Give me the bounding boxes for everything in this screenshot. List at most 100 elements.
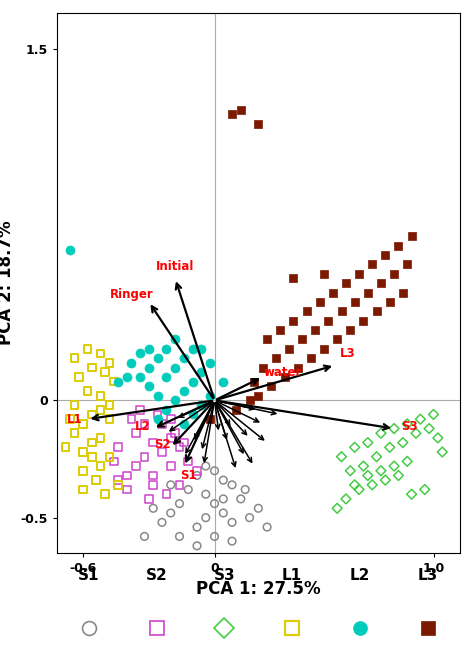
Point xyxy=(219,494,227,505)
Text: L3: L3 xyxy=(418,568,438,583)
Point xyxy=(228,480,236,490)
Point xyxy=(438,447,446,458)
Point xyxy=(79,466,87,476)
Point xyxy=(114,442,122,453)
Point xyxy=(171,428,179,439)
Point xyxy=(360,461,367,472)
Point xyxy=(171,334,179,345)
Point xyxy=(137,405,144,415)
Point xyxy=(303,306,310,317)
Point xyxy=(421,484,428,495)
Point xyxy=(97,433,104,444)
Point xyxy=(276,325,284,336)
Point xyxy=(88,362,96,373)
Point xyxy=(390,461,398,472)
Point xyxy=(320,269,328,279)
Point xyxy=(198,367,205,378)
Point xyxy=(255,119,262,129)
Point xyxy=(88,438,96,448)
Point xyxy=(263,522,271,533)
Point xyxy=(355,484,363,495)
Point xyxy=(180,386,188,397)
Point xyxy=(390,423,398,434)
Point xyxy=(364,287,372,298)
Point xyxy=(176,498,183,509)
Text: S2: S2 xyxy=(146,568,168,583)
Point xyxy=(193,470,201,481)
Point xyxy=(137,348,144,359)
Point xyxy=(382,475,389,486)
Point xyxy=(149,438,157,448)
Text: L2: L2 xyxy=(135,419,150,433)
Point xyxy=(364,438,372,448)
Point xyxy=(228,517,236,528)
Point xyxy=(167,414,174,425)
Point xyxy=(180,438,188,448)
Text: S3: S3 xyxy=(214,568,235,583)
Point xyxy=(154,414,161,425)
Point xyxy=(141,419,148,429)
Point xyxy=(307,353,315,364)
Point xyxy=(145,362,153,373)
Text: Initial: Initial xyxy=(156,260,194,273)
Point xyxy=(255,391,262,401)
Point xyxy=(351,442,358,453)
Point xyxy=(145,494,153,505)
Point xyxy=(233,405,240,415)
Point xyxy=(198,400,205,411)
Text: L2: L2 xyxy=(350,568,370,583)
Point xyxy=(189,409,196,420)
Point xyxy=(333,334,341,345)
Point xyxy=(219,508,227,519)
Point xyxy=(364,470,372,481)
Point xyxy=(167,433,174,444)
Point xyxy=(417,414,424,425)
Point xyxy=(101,367,109,378)
Point xyxy=(79,484,87,495)
Point xyxy=(368,480,376,490)
Point xyxy=(128,358,135,369)
Point xyxy=(373,306,380,317)
Point xyxy=(311,325,319,336)
Point xyxy=(180,419,188,429)
Point xyxy=(377,428,385,439)
Point xyxy=(171,362,179,373)
Point xyxy=(320,344,328,354)
Point xyxy=(408,489,415,500)
Point xyxy=(141,452,148,462)
Point xyxy=(346,466,354,476)
Point xyxy=(97,391,104,401)
Point xyxy=(255,503,262,514)
Point xyxy=(373,452,380,462)
Point xyxy=(342,278,350,289)
Point xyxy=(246,395,254,406)
Point xyxy=(285,344,293,354)
Point xyxy=(237,105,245,115)
Point xyxy=(329,287,337,298)
Point xyxy=(71,353,78,364)
X-axis label: PCA 1: 27.5%: PCA 1: 27.5% xyxy=(196,580,320,598)
Point xyxy=(281,372,288,383)
Y-axis label: PCA 2: 18.7%: PCA 2: 18.7% xyxy=(0,221,15,346)
Text: L1: L1 xyxy=(282,568,302,583)
Point xyxy=(84,344,91,354)
Point xyxy=(390,269,398,279)
Point xyxy=(145,344,153,354)
Point xyxy=(211,498,219,509)
Point xyxy=(395,470,402,481)
Point xyxy=(71,400,78,411)
Point xyxy=(202,513,210,523)
Point xyxy=(163,344,170,354)
Point xyxy=(180,353,188,364)
Point xyxy=(106,452,113,462)
Text: L3: L3 xyxy=(340,347,356,360)
Point xyxy=(250,377,258,387)
Point xyxy=(228,109,236,120)
Point xyxy=(219,475,227,486)
Point xyxy=(377,466,385,476)
Point xyxy=(193,541,201,551)
Point xyxy=(79,419,87,429)
Point xyxy=(434,433,442,444)
Text: S2: S2 xyxy=(154,438,170,452)
Point xyxy=(403,419,411,429)
